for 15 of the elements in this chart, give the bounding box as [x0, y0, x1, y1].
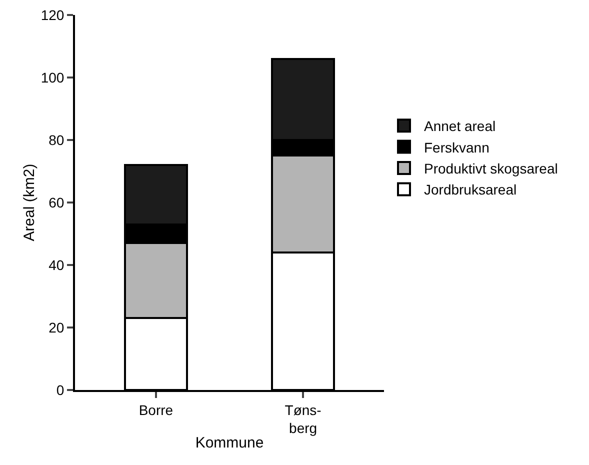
legend-label: Ferskvann	[424, 139, 490, 156]
legend-label: Produktivt skogsareal	[424, 160, 558, 176]
x-tick-label: Borre	[138, 402, 174, 418]
y-tick-label: 120	[40, 6, 64, 23]
y-axis-title: Areal (km2)	[21, 164, 38, 242]
legend-label: Jordbruksareal	[424, 182, 517, 198]
x-tick-label: Tøns- berg	[284, 402, 322, 436]
y-tick-label: 20	[48, 319, 64, 336]
legend-label: Annet areal	[424, 118, 496, 134]
x-axis-title: Kommune	[195, 434, 264, 452]
y-tick-label: 60	[48, 194, 64, 210]
y-tick-label: 0	[56, 382, 64, 398]
y-tick-label: 40	[48, 256, 64, 273]
y-tick-label: 80	[48, 132, 64, 148]
y-tick-label: 100	[40, 69, 64, 86]
